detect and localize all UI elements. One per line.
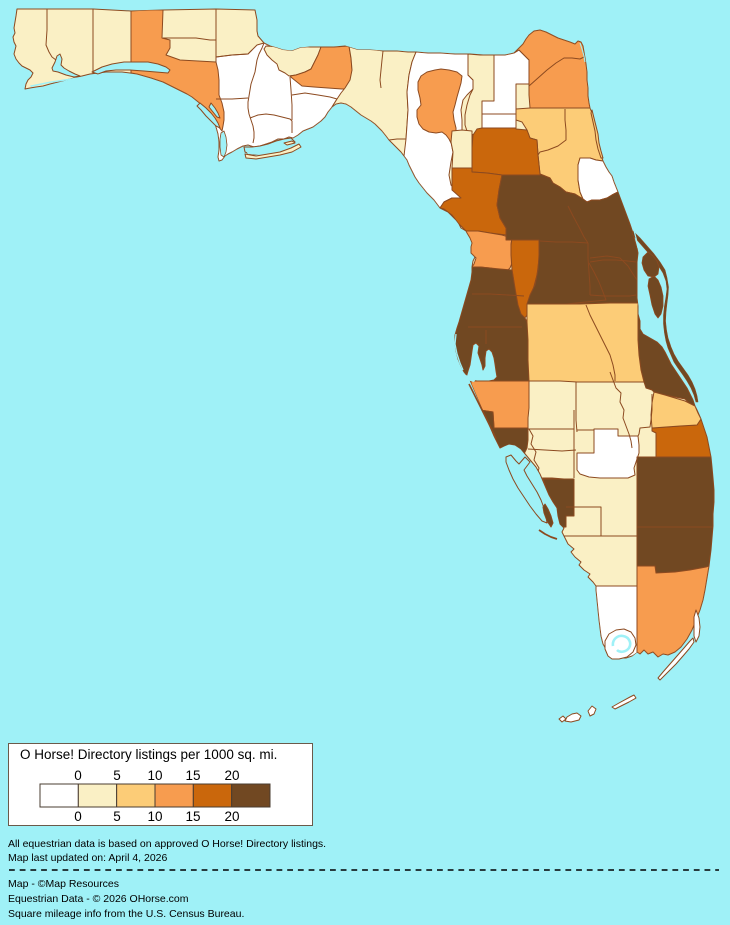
svg-text:All equestrian data is based o: All equestrian data is based on approved… [8, 838, 326, 850]
svg-text:Equestrian Data - © 2026 OHors: Equestrian Data - © 2026 OHorse.com [8, 893, 189, 905]
svg-text:Square mileage info from the U: Square mileage info from the U.S. Census… [8, 908, 244, 920]
svg-text:15: 15 [185, 768, 200, 783]
svg-text:10: 10 [147, 768, 162, 783]
svg-text:10: 10 [147, 809, 162, 824]
svg-text:15: 15 [185, 809, 200, 824]
svg-text:0: 0 [74, 768, 82, 783]
svg-text:5: 5 [113, 809, 121, 824]
svg-text:20: 20 [224, 809, 239, 824]
svg-text:20: 20 [224, 768, 239, 783]
svg-text:Map - ©Map Resources: Map - ©Map Resources [8, 878, 119, 890]
svg-text:O Horse! Directory listings pe: O Horse! Directory listings per 1000 sq.… [20, 747, 277, 762]
svg-text:5: 5 [113, 768, 121, 783]
svg-text:0: 0 [74, 809, 82, 824]
svg-text:Map last updated on: April 4,: Map last updated on: April 4, 2026 [8, 852, 168, 864]
